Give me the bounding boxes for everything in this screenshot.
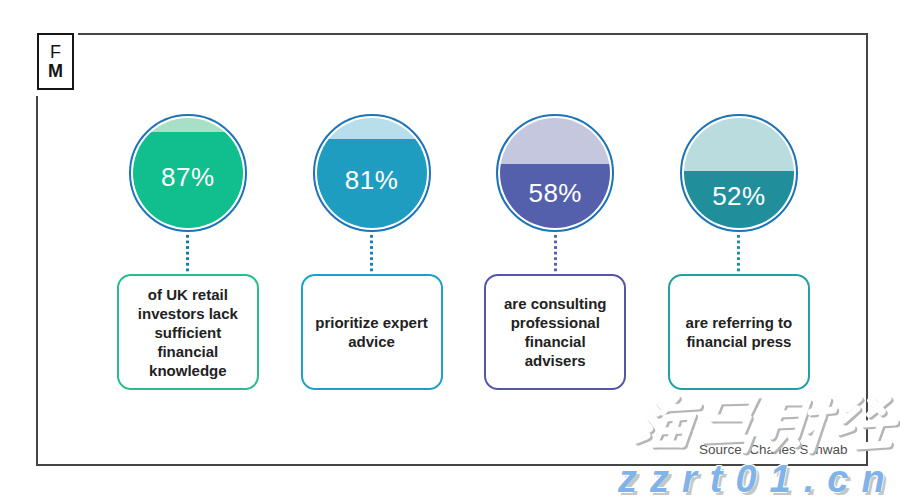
description-box: are referring to financial press [668, 274, 810, 390]
connector-dotted-line [737, 234, 740, 272]
logo-letter-m: M [48, 63, 63, 80]
description-text: are referring to financial press [686, 313, 793, 351]
description-box: of UK retail investors lack sufficient f… [117, 274, 259, 390]
description-text: of UK retail investors lack sufficient f… [138, 285, 238, 380]
description-text: prioritize expert advice [315, 313, 428, 351]
description-box: prioritize expert advice [301, 274, 443, 390]
gauge-column: 81% prioritize expert advice [280, 114, 464, 390]
gauge-circle: 81% [313, 114, 431, 232]
gauges-row: 87% of UK retail investors lack sufficie… [96, 114, 831, 390]
gauge-column: 52% are referring to financial press [647, 114, 831, 390]
connector-dotted-line [186, 234, 189, 272]
watermark-cjk-text [627, 392, 899, 466]
percent-label: 87% [133, 161, 243, 192]
gauge-fill: 81% [317, 118, 427, 228]
logo-letter-f: F [50, 43, 61, 61]
gauge-circle: 52% [680, 114, 798, 232]
description-text: are consulting professional financial ad… [504, 294, 607, 370]
infographic-page: F M 87% of UK retail investors lack suff… [0, 0, 900, 499]
gauge-circle: 58% [496, 114, 614, 232]
percent-label: 81% [317, 165, 427, 196]
gauge-fill: 87% [133, 118, 243, 228]
gauge-column: 58% are consulting professional financia… [463, 114, 647, 390]
gauge-circle: 87% [129, 114, 247, 232]
fm-logo: F M [37, 33, 74, 90]
gauge-fill: 52% [684, 118, 794, 228]
watermark-url-text: zzrt01.cn [618, 458, 898, 499]
gauge-column: 87% of UK retail investors lack sufficie… [96, 114, 280, 390]
connector-dotted-line [554, 234, 557, 272]
description-box: are consulting professional financial ad… [484, 274, 626, 390]
connector-dotted-line [370, 234, 373, 272]
gauge-fill: 58% [500, 118, 610, 228]
percent-label: 58% [500, 177, 610, 208]
percent-label: 52% [684, 181, 794, 212]
